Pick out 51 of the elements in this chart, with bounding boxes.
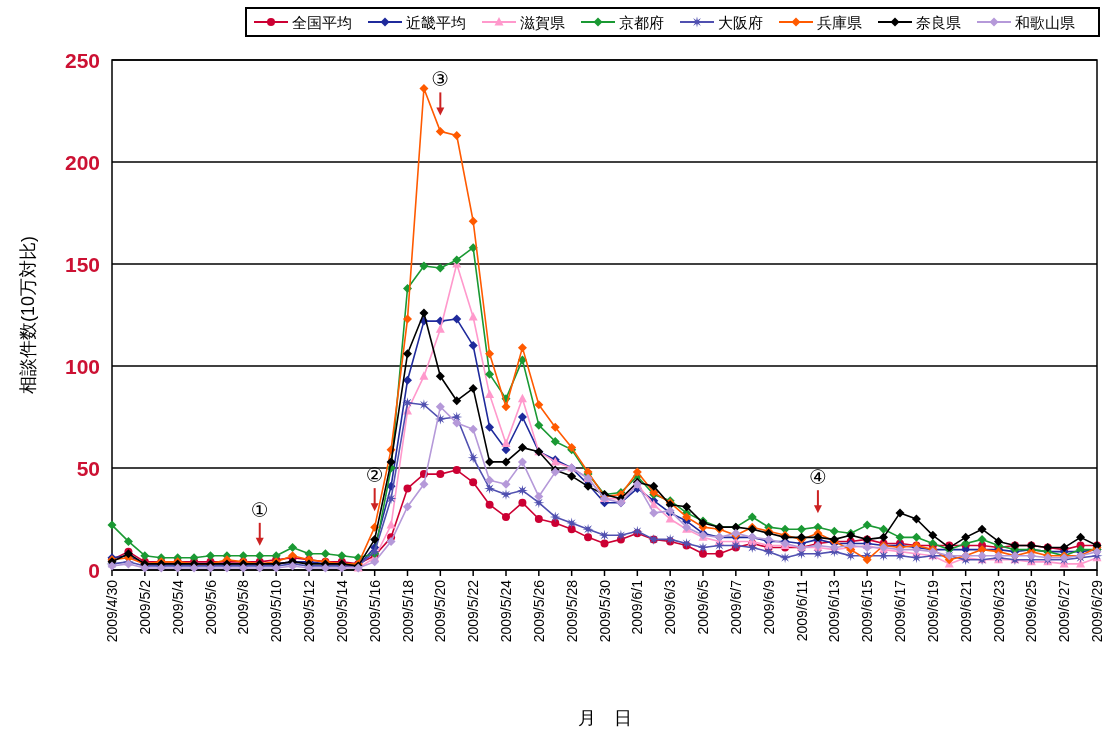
annotation: ② (365, 464, 384, 487)
x-tick-label: 2009/6/15 (859, 579, 876, 643)
x-tick-label: 2009/5/20 (432, 579, 449, 643)
annotation: ① (250, 498, 269, 521)
x-tick-label: 2009/6/27 (1056, 579, 1073, 643)
x-tick-label: 2009/5/6 (202, 579, 219, 635)
x-tick-label: 2009/5/12 (301, 579, 317, 643)
x-tick-label: 2009/5/4 (169, 579, 186, 635)
y-tick-label: 50 (76, 456, 100, 480)
legend-label: 奈良県 (916, 13, 961, 31)
y-tick-label: 100 (64, 354, 100, 378)
x-tick-label: 2009/6/23 (990, 579, 1007, 643)
x-tick-label: 2009/5/26 (530, 579, 547, 643)
x-tick-label: 2009/5/24 (498, 579, 514, 643)
x-tick-label: 2009/5/18 (399, 579, 416, 643)
x-tick-label: 2009/6/13 (826, 579, 843, 643)
legend-label: 滋賀県 (520, 13, 565, 31)
x-axis-title: 月 日 (577, 708, 632, 728)
annotation: ④ (808, 466, 827, 489)
x-tick-label: 2009/5/16 (366, 579, 383, 643)
legend-label: 京都府 (619, 13, 664, 31)
legend-label: 近畿平均 (406, 13, 466, 31)
legend-label: 兵庫県 (817, 13, 862, 31)
x-tick-label: 2009/4/30 (104, 579, 120, 643)
y-tick-label: 0 (88, 558, 100, 582)
x-tick-label: 2009/5/22 (465, 579, 482, 643)
x-tick-label: 2009/6/25 (1023, 579, 1040, 643)
y-axis-title: 相談件数(10万対比) (18, 235, 38, 395)
x-tick-label: 2009/6/29 (1089, 579, 1104, 643)
legend-label: 大阪府 (718, 13, 763, 31)
y-tick-label: 200 (64, 150, 100, 174)
x-tick-label: 2009/6/3 (662, 579, 679, 635)
x-tick-label: 2009/5/14 (333, 579, 350, 643)
x-tick-label: 2009/6/19 (924, 579, 941, 643)
x-tick-label: 2009/6/11 (793, 579, 810, 642)
x-tick-label: 2009/5/10 (268, 579, 285, 643)
y-tick-label: 250 (64, 48, 100, 72)
x-tick-label: 2009/5/30 (596, 579, 613, 643)
annotation: ③ (431, 68, 450, 91)
legend-label: 全国平均 (292, 13, 352, 31)
x-tick-label: 2009/6/7 (727, 579, 744, 635)
x-tick-label: 2009/6/5 (695, 579, 711, 635)
x-tick-label: 2009/5/8 (235, 579, 252, 635)
x-tick-label: 2009/6/9 (760, 579, 777, 635)
x-tick-label: 2009/5/28 (563, 579, 580, 643)
x-tick-label: 2009/6/1 (629, 579, 646, 635)
x-tick-label: 2009/6/17 (892, 579, 908, 643)
x-tick-label: 2009/5/2 (136, 579, 153, 635)
x-tick-label: 2009/6/21 (957, 579, 974, 643)
y-tick-label: 150 (64, 252, 100, 276)
legend-label: 和歌山県 (1015, 13, 1075, 31)
